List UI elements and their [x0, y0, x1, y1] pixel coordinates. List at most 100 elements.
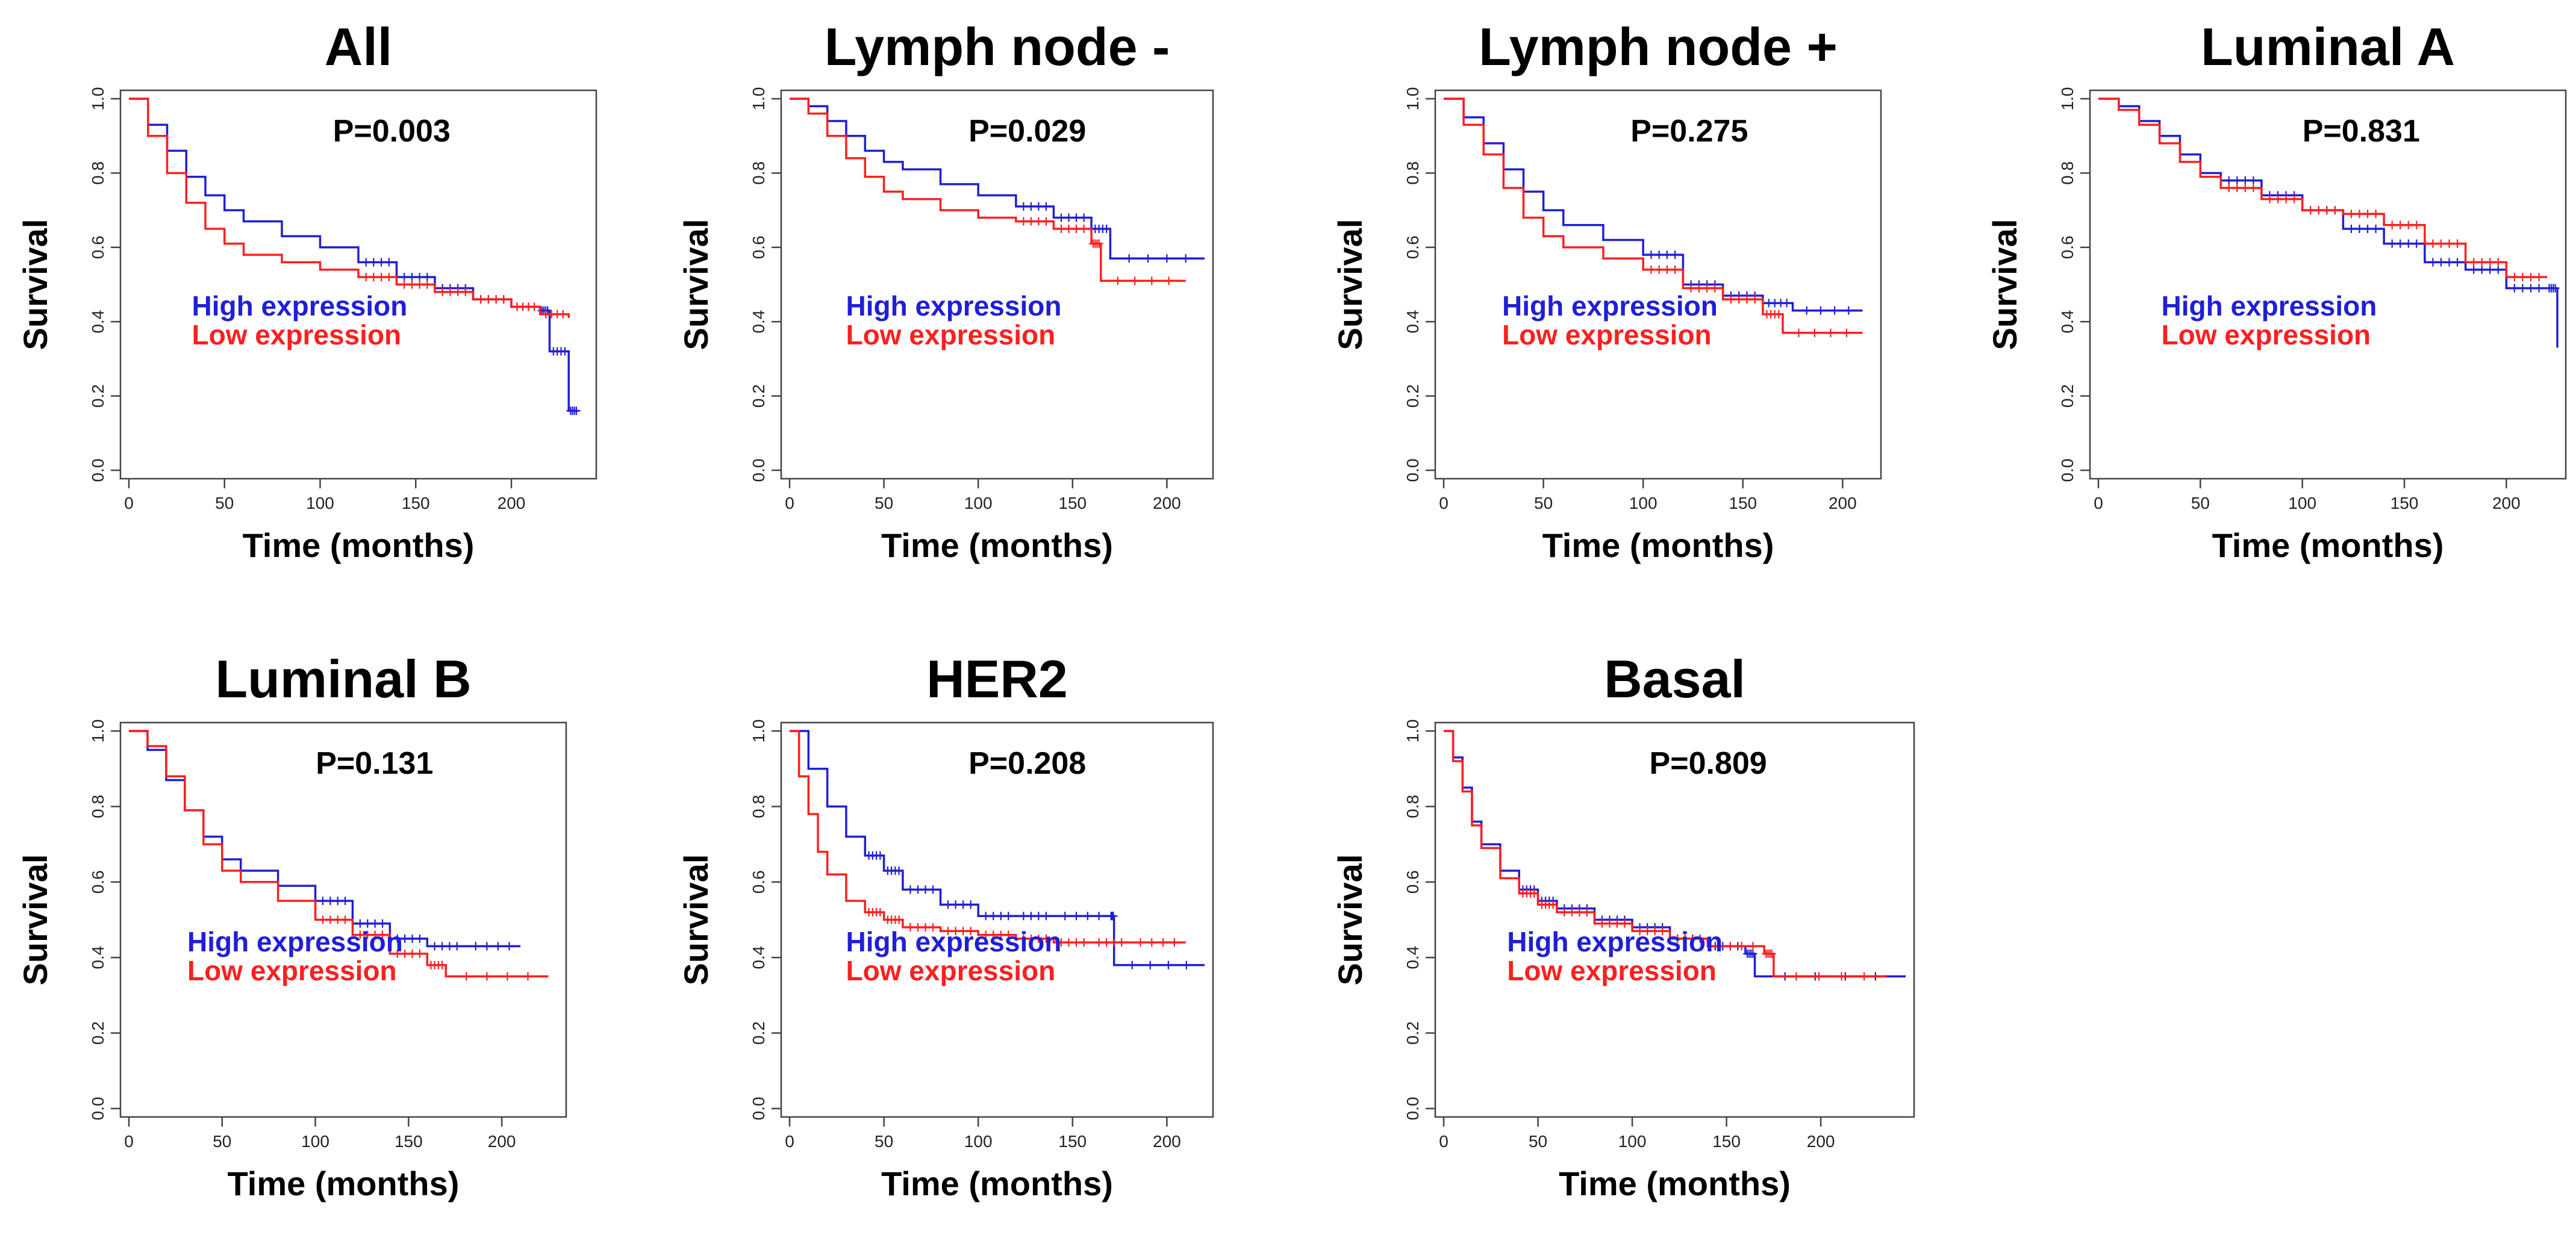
censor-mark	[1072, 224, 1081, 233]
x-tick-label: 150	[2390, 494, 2419, 512]
censor-mark	[1680, 934, 1689, 943]
censor-mark	[1056, 224, 1065, 233]
x-tick-label: 50	[875, 1132, 893, 1151]
censor-mark	[1109, 938, 1118, 947]
censor-mark	[1102, 938, 1111, 947]
censor-mark	[1124, 254, 1134, 263]
censor-mark	[1647, 250, 1656, 260]
y-tick-label: 0.4	[1403, 946, 1422, 969]
censor-mark	[1582, 907, 1591, 916]
y-tick-label: 0.4	[1403, 310, 1422, 334]
censor-mark	[1658, 927, 1667, 936]
legend-entry: High expression	[1502, 290, 1718, 322]
censor-mark	[377, 258, 386, 267]
censor-mark	[996, 930, 1005, 939]
censor-mark	[1072, 213, 1081, 222]
censor-mark	[2371, 210, 2380, 219]
survival-panel: Lymph node - 0 50 100 150 200 0.0 0.2 0.4 0.6 0.8 1…	[677, 17, 1214, 564]
legend-entry: High expression	[846, 290, 1062, 322]
censor-mark	[1064, 938, 1073, 947]
censor-mark	[2534, 273, 2543, 282]
censor-mark	[1837, 972, 1846, 981]
p-value: P=0.003	[333, 114, 451, 149]
censor-mark	[503, 972, 512, 981]
censor-mark	[1061, 912, 1070, 921]
y-tick-label: 0.6	[1403, 870, 1422, 894]
plot-frame	[2089, 89, 2567, 480]
censor-mark	[959, 900, 968, 909]
censor-mark	[2233, 184, 2242, 193]
censor-mark	[415, 280, 424, 289]
censor-mark	[2241, 176, 2250, 185]
censor-mark	[1748, 942, 1757, 951]
censor-mark	[1671, 265, 1680, 274]
censor-mark	[384, 273, 393, 282]
censor-mark	[1109, 912, 1118, 921]
censor-mark	[989, 912, 998, 921]
censor-mark	[2469, 258, 2478, 267]
censor-mark	[363, 930, 372, 939]
x-tick-label: 0	[1439, 494, 1449, 512]
censor-mark	[1830, 306, 1839, 315]
censor-mark	[1635, 927, 1644, 936]
plot-frame	[1434, 89, 1882, 480]
censor-mark	[361, 258, 370, 267]
x-tick-label: 200	[2492, 494, 2521, 512]
censor-mark	[1034, 217, 1043, 226]
y-tick-label: 0.2	[1403, 1021, 1422, 1045]
censor-mark	[326, 897, 335, 906]
censor-mark	[461, 287, 470, 296]
x-tick-label: 50	[1529, 1132, 1547, 1151]
censor-mark	[333, 915, 342, 924]
x-tick-label: 100	[306, 494, 334, 512]
x-tick-label: 100	[964, 1132, 993, 1151]
censor-mark	[318, 915, 327, 924]
censor-mark	[407, 273, 416, 282]
censor-mark	[2453, 239, 2462, 248]
censor-mark	[482, 942, 491, 951]
censor-mark	[2436, 258, 2445, 267]
censor-mark	[1711, 284, 1720, 293]
censor-mark	[2387, 239, 2397, 248]
legend-entry: High expression	[2162, 290, 2377, 322]
censor-mark	[1004, 912, 1013, 921]
y-tick-label: 0.8	[1403, 795, 1422, 818]
censor-mark	[1816, 306, 1825, 315]
censor-mark	[341, 897, 350, 906]
x-tick-label: 150	[402, 494, 430, 512]
censor-mark	[1117, 938, 1126, 947]
y-tick-label: 0.0	[89, 459, 107, 482]
censor-mark	[2396, 220, 2405, 229]
censor-mark	[2290, 194, 2299, 204]
censor-mark	[944, 900, 953, 909]
censor-mark	[981, 912, 990, 921]
censor-mark	[2281, 194, 2291, 204]
censor-mark	[1613, 919, 1622, 928]
censor-mark	[2347, 224, 2356, 233]
censor-mark	[1810, 328, 1819, 337]
y-tick-label: 0.6	[749, 235, 768, 259]
censor-mark	[318, 897, 327, 906]
censor-mark	[2322, 206, 2331, 215]
x-tick-label: 50	[875, 494, 893, 512]
censor-mark	[1548, 900, 1558, 909]
x-tick-label: 50	[1534, 494, 1553, 512]
censor-mark	[1019, 912, 1028, 921]
censor-mark	[2306, 206, 2315, 215]
censor-mark	[400, 273, 409, 282]
censor-mark	[1079, 224, 1088, 233]
censor-mark	[363, 919, 372, 928]
censor-mark	[2510, 284, 2519, 293]
censor-mark	[996, 912, 1005, 921]
x-tick-label: 50	[2191, 494, 2210, 512]
censor-mark	[430, 942, 439, 951]
y-tick-label: 0.0	[749, 1097, 768, 1121]
censor-mark	[2534, 284, 2543, 293]
censor-mark	[1826, 328, 1835, 337]
censor-mark	[1147, 938, 1156, 947]
censor-mark	[378, 930, 387, 939]
censor-mark	[423, 280, 432, 289]
censor-mark	[2249, 184, 2258, 193]
censor-mark	[1034, 202, 1043, 211]
censor-mark	[2453, 258, 2462, 267]
